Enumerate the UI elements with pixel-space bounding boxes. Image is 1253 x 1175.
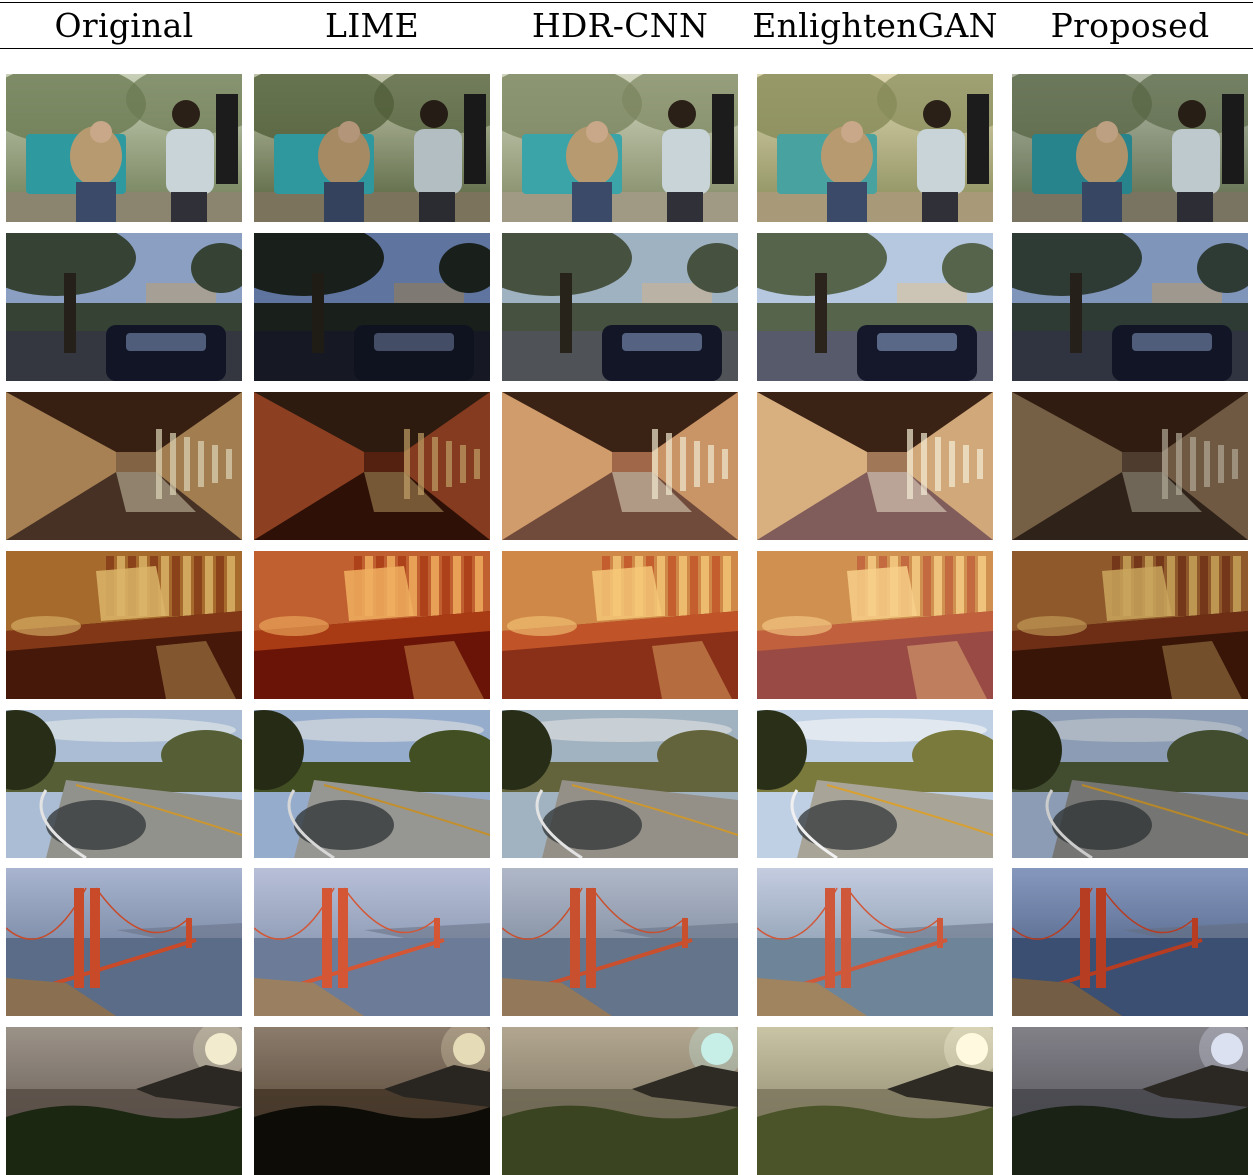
image-people-proposed: [1012, 74, 1248, 222]
photo-road: [254, 710, 490, 858]
image-bridge-hdr-cnn: [502, 868, 738, 1016]
photo-library: [502, 551, 738, 699]
photo-people: [502, 74, 738, 222]
image-street-proposed: [1012, 233, 1248, 381]
image-people-hdr-cnn: [502, 74, 738, 222]
photo-street: [6, 233, 242, 381]
photo-road: [6, 710, 242, 858]
photo-sunset: [1012, 1027, 1248, 1175]
photo-library: [1012, 551, 1248, 699]
photo-sunset: [6, 1027, 242, 1175]
image-library-lime: [254, 551, 490, 699]
column-header-enlightengan: EnlightenGAN: [752, 6, 998, 45]
photo-street: [757, 233, 993, 381]
photo-arcade: [757, 392, 993, 540]
image-street-enlightengan: [757, 233, 993, 381]
photo-street: [254, 233, 490, 381]
photo-library: [757, 551, 993, 699]
image-bridge-original: [6, 868, 242, 1016]
image-street-original: [6, 233, 242, 381]
column-header-proposed: Proposed: [1050, 6, 1210, 45]
photo-sunset: [502, 1027, 738, 1175]
photo-street: [1012, 233, 1248, 381]
image-bridge-enlightengan: [757, 868, 993, 1016]
header-rule: [0, 48, 1253, 49]
photo-library: [6, 551, 242, 699]
photo-arcade: [502, 392, 738, 540]
photo-bridge: [254, 868, 490, 1016]
image-sunset-original: [6, 1027, 242, 1175]
photo-people: [6, 74, 242, 222]
image-arcade-enlightengan: [757, 392, 993, 540]
photo-people: [1012, 74, 1248, 222]
image-arcade-original: [6, 392, 242, 540]
column-header-hdr-cnn: HDR-CNN: [531, 6, 709, 45]
photo-bridge: [6, 868, 242, 1016]
image-people-lime: [254, 74, 490, 222]
photo-bridge: [1012, 868, 1248, 1016]
photo-sunset: [254, 1027, 490, 1175]
image-library-hdr-cnn: [502, 551, 738, 699]
photo-bridge: [757, 868, 993, 1016]
top-rule: [0, 2, 1253, 3]
image-bridge-lime: [254, 868, 490, 1016]
column-header-original: Original: [54, 6, 194, 45]
column-header-lime: LIME: [324, 6, 420, 45]
image-road-original: [6, 710, 242, 858]
image-sunset-enlightengan: [757, 1027, 993, 1175]
image-road-lime: [254, 710, 490, 858]
photo-arcade: [254, 392, 490, 540]
image-library-proposed: [1012, 551, 1248, 699]
photo-road: [757, 710, 993, 858]
image-library-original: [6, 551, 242, 699]
photo-people: [254, 74, 490, 222]
image-road-enlightengan: [757, 710, 993, 858]
image-people-enlightengan: [757, 74, 993, 222]
photo-library: [254, 551, 490, 699]
image-street-hdr-cnn: [502, 233, 738, 381]
image-sunset-hdr-cnn: [502, 1027, 738, 1175]
photo-arcade: [6, 392, 242, 540]
image-sunset-lime: [254, 1027, 490, 1175]
image-arcade-hdr-cnn: [502, 392, 738, 540]
photo-arcade: [1012, 392, 1248, 540]
image-street-lime: [254, 233, 490, 381]
image-bridge-proposed: [1012, 868, 1248, 1016]
image-people-original: [6, 74, 242, 222]
image-road-hdr-cnn: [502, 710, 738, 858]
image-arcade-proposed: [1012, 392, 1248, 540]
image-arcade-lime: [254, 392, 490, 540]
photo-sunset: [757, 1027, 993, 1175]
image-library-enlightengan: [757, 551, 993, 699]
image-sunset-proposed: [1012, 1027, 1248, 1175]
photo-people: [757, 74, 993, 222]
photo-road: [502, 710, 738, 858]
image-road-proposed: [1012, 710, 1248, 858]
column-header-row: Original LIME HDR-CNN EnlightenGAN Propo…: [0, 4, 1253, 48]
photo-bridge: [502, 868, 738, 1016]
photo-road: [1012, 710, 1248, 858]
photo-street: [502, 233, 738, 381]
